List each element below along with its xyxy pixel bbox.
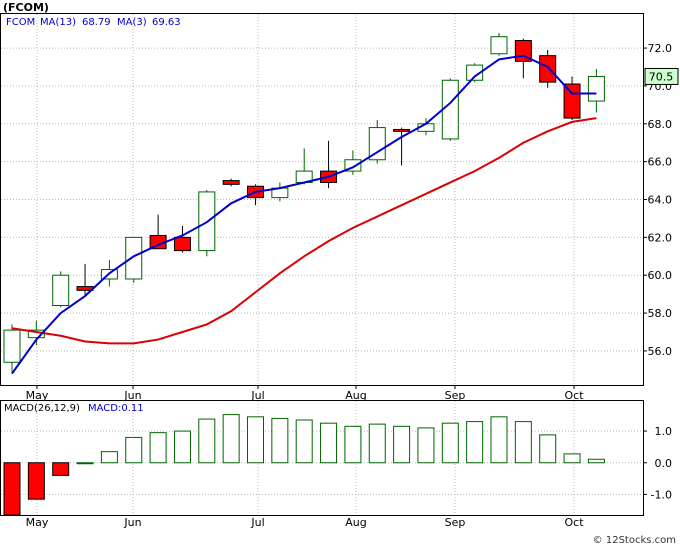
price-marks [3,32,605,375]
macd-y-tick-label: 1.0 [655,425,673,438]
macd-bar [271,417,289,464]
price-y-tick-label: 58.0 [648,307,673,320]
macd-marks [3,414,605,516]
price-y-tick-label: 68.0 [648,118,673,131]
ma13-line [11,54,597,375]
ma3-line [11,117,597,345]
legend-ma13-label: MA(13) [40,17,76,28]
candle-body [3,329,21,363]
candle-body [222,180,240,185]
price-x-tick-label: Jul [250,389,264,402]
price-y-tick-label: 62.0 [648,231,673,244]
candle-body [125,236,143,280]
macd-bar [173,430,191,464]
price-y-tick-label: 72.0 [648,42,673,55]
legend-ma3-value: 69.63 [152,17,181,28]
price-x-tick-label: Sep [445,389,466,402]
macd-bar [125,436,143,464]
candle-body [441,79,459,140]
price-y-tick-label: 60.0 [648,269,673,282]
macd-y-tick-label: 0.0 [655,457,673,470]
macd-bar [222,414,240,464]
macd-bar [27,462,45,500]
macd-x-tick-label: Jul [250,516,264,529]
candle-body [393,128,411,132]
price-grid [1,14,643,385]
last-price-box [644,67,679,85]
macd-x-tick-label: Aug [345,516,366,529]
macd-bar [149,432,167,464]
macd-bar [368,423,386,464]
candle-body [466,64,484,81]
macd-x-tick-label: Sep [445,516,466,529]
macd-panel-border [0,400,644,516]
candle-body [52,274,70,307]
macd-bar [417,427,435,464]
candle-body [587,75,605,102]
macd-bar [563,453,581,464]
legend-ma13-value: 68.79 [82,17,111,28]
macd-legend-params: MACD(26,12,9) [4,403,80,414]
price-y-tick-label: 56.0 [648,345,673,358]
macd-bar [490,416,508,464]
last-price-label: 70.5 [649,70,674,83]
macd-bar [539,434,557,464]
macd-bar [587,458,605,464]
candle-body [563,83,581,119]
macd-x-tick-label: Jun [123,516,141,529]
macd-bar [3,462,21,516]
price-x-tick-label: Aug [345,389,366,402]
macd-bar [52,462,70,476]
price-x-tick-label: Oct [564,389,584,402]
chart-title: (FCOM) [3,1,49,14]
macd-y-tick-label: -1.0 [651,488,672,501]
macd-bar [344,425,362,464]
price-x-tick-label: May [26,389,49,402]
candle-body [490,36,508,55]
macd-bar [76,462,94,465]
macd-bar [441,422,459,464]
macd-x-tick-label: May [26,516,49,529]
macd-x-tick-label: Oct [564,516,584,529]
macd-bar [198,418,216,464]
price-panel-border [0,13,644,386]
macd-bar [295,419,313,464]
macd-bar [247,416,264,464]
price-x-tick-label: Jun [123,389,141,402]
macd-bar [393,425,411,464]
candle-body [368,127,386,161]
macd-bar [320,422,338,464]
macd-bar [466,421,484,464]
watermark: © 12Stocks.com [593,535,676,546]
axes: 56.058.060.062.064.066.068.070.072.0MayM… [26,42,679,529]
macd-bar [514,421,532,464]
price-y-tick-label: 64.0 [648,194,673,207]
legend-symbol: FCOM [6,17,35,28]
legend-ma3-label: MA(3) [117,17,147,28]
price-y-tick-label: 66.0 [648,156,673,169]
macd-bar [100,451,118,464]
candle-body [173,236,191,252]
candle-body [539,55,557,83]
candle-body [344,159,362,172]
macd-legend-value: MACD:0.11 [88,403,144,414]
